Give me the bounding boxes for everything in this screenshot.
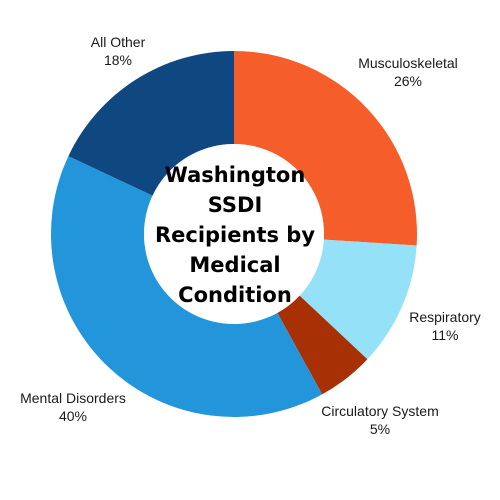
slice-label-respiratory: Respiratory: [409, 309, 481, 325]
slice-musculoskeletal: [234, 51, 417, 246]
slice-value-all-other: 18%: [104, 52, 132, 68]
chart-title: Washington SSDI Recipients by Medical Co…: [154, 163, 316, 307]
slice-respiratory: [299, 239, 417, 360]
slice-label-mental-disorders: Mental Disorders: [20, 390, 126, 406]
slice-value-circulatory-system: 5%: [370, 421, 390, 437]
slice-label-musculoskeletal: Musculoskeletal: [358, 55, 458, 71]
slice-value-mental-disorders: 40%: [59, 408, 87, 424]
slice-label-all-other: All Other: [91, 34, 146, 50]
slice-value-respiratory: 11%: [432, 327, 459, 343]
slice-circulatory-system: [277, 295, 368, 395]
donut-hole: [144, 144, 324, 324]
slice-value-musculoskeletal: 26%: [394, 73, 422, 89]
slice-mental-disorders: [50, 156, 323, 417]
slice-label-circulatory-system: Circulatory System: [321, 403, 438, 419]
slice-all-other: [68, 51, 234, 196]
